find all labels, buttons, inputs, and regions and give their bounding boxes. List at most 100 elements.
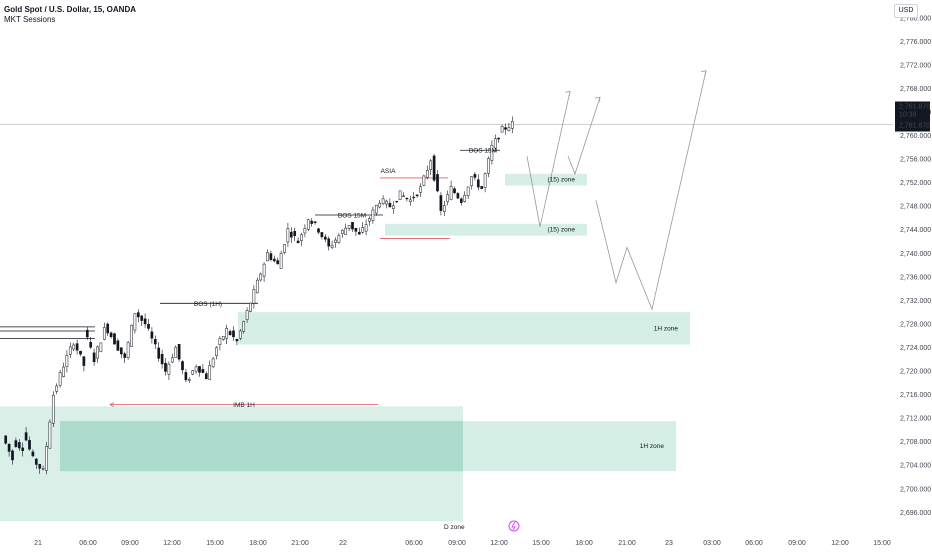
candle-body [55,385,59,392]
zone-box[interactable] [505,173,587,186]
candle-body [432,155,436,181]
candle-body [164,362,167,372]
candle-body [313,221,317,223]
candle-body [119,347,123,355]
candle-body [102,327,106,340]
candle-body [167,363,171,375]
projection-path [595,70,707,311]
candle-body [113,333,116,345]
candle-body [442,205,446,212]
x-tick-label: 15:00 [206,540,224,547]
candle-body [269,253,273,260]
candle-body [82,356,86,366]
arrow-head [109,402,115,407]
zone-box[interactable] [385,223,587,236]
candle-body [327,238,331,247]
candle-body [381,198,385,205]
candle-body [330,244,334,248]
candle-body [487,158,490,174]
candle-body [395,200,399,203]
candle-body [48,421,52,449]
candle-body [225,327,229,339]
candle-body [130,324,133,347]
x-tick-label: 12:00 [163,540,181,547]
candle-body [347,225,351,229]
y-tick-label: 2,716.000 [900,392,931,399]
y-tick-label: 2,760.000 [900,133,931,140]
x-tick-label: 12:00 [490,540,508,547]
candle-body [340,230,344,234]
y-tick-label: 2,772.000 [900,62,931,69]
candle-body [463,194,467,202]
price-tag-label: 2,761.870 [899,123,930,130]
candle-body [191,370,195,375]
zone-label: D zone [444,524,465,531]
y-tick-label: 2,724.000 [900,345,931,352]
candle-body [453,188,456,194]
candle-body [354,227,358,232]
lightning-icon[interactable] [508,520,520,532]
candle-body [181,361,184,371]
x-tick-label: 09:00 [788,540,806,547]
x-tick-label: 22 [339,540,347,547]
candle-body [425,170,429,178]
x-tick-label: 09:00 [121,540,139,547]
candle-body [211,358,215,368]
y-tick-label: 2,696.000 [900,510,931,517]
candle-body [126,342,130,358]
price-tag-label: 2,761.870 [899,104,930,111]
indicator-name[interactable]: MKT Sessions [4,15,56,24]
candle-body [187,378,191,381]
candle-body [204,373,208,380]
candle-body [153,339,157,345]
price-tag [895,101,930,132]
candle-body [7,443,11,452]
candle-body [109,332,113,337]
candle-body [398,190,402,201]
candle-body [357,231,361,235]
y-tick-label: 2,748.000 [900,204,931,211]
candle-body [493,138,497,149]
candle-body [194,366,198,372]
candle-body [31,451,35,457]
candle-body [215,347,218,356]
candle-body [133,313,137,331]
projection-path [526,91,571,227]
candle-body [174,347,178,358]
candle-body [476,179,480,188]
y-tick-label: 2,776.000 [900,39,931,46]
y-tick-label: 2,720.000 [900,369,931,376]
candle-body [300,234,303,241]
x-tick-label: 09:00 [448,540,466,547]
y-tick-label: 2,736.000 [900,274,931,281]
candle-body [201,369,205,373]
candle-body [160,354,164,365]
candle-body [368,218,371,222]
candle-body [14,440,18,447]
candle-body [279,253,283,269]
y-tick-label: 2,704.000 [900,463,931,470]
candle-body [65,355,69,368]
candle-body [157,347,161,359]
x-tick-label: 21:00 [291,540,309,547]
candle-body [500,125,504,133]
candle-body [449,186,453,200]
y-tick-label: 2,756.000 [900,157,931,164]
lightning-icon-bolt [511,521,516,531]
candle-body [303,228,307,234]
y-tick-label: 2,752.000 [900,180,931,187]
candle-body [106,323,110,334]
candle-body [58,372,62,386]
candle-body [21,447,25,452]
candle-body [259,273,263,281]
currency-button[interactable]: USD [894,4,918,18]
zone-box[interactable] [238,312,690,345]
zone-label: 1H zone [640,443,665,450]
candle-body [323,236,327,240]
candle-body [72,344,76,350]
candle-body [184,372,188,381]
candle-body [79,350,82,355]
candle-body [242,321,246,332]
